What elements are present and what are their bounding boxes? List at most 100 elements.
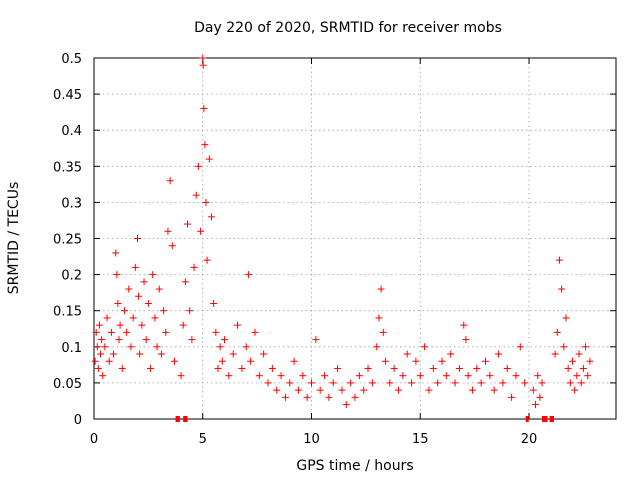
data-point [268,364,276,372]
data-point [97,350,105,358]
data-point [347,379,355,387]
data-point [460,321,468,329]
data-point [412,357,420,365]
data-point [281,393,289,401]
data-point [105,357,113,365]
y-tick-label: 0.2 [61,269,82,284]
data-point [199,54,207,62]
gap-marker [549,416,555,422]
data-point [247,357,255,365]
data-point [238,364,246,372]
data-point [234,321,242,329]
data-point [118,364,126,372]
data-point [569,357,576,365]
data-point [512,372,520,380]
y-axis-label: SRMTID / TECUs [6,182,22,295]
data-point [147,364,155,372]
data-point [120,307,128,315]
data-point [113,271,121,279]
data-point [325,393,333,401]
chart-title: Day 220 of 2020, SRMTID for receiver mob… [194,20,502,36]
data-point [536,393,544,401]
data-point [194,162,202,170]
data-point [135,292,143,300]
gap-marker [183,416,188,422]
data-point [482,357,489,365]
data-point [98,336,106,344]
data-point [251,328,259,336]
data-point [499,379,507,387]
y-tick-label: 0.5 [61,52,82,67]
data-point [584,372,592,380]
data-point [571,386,579,394]
data-point [438,357,446,365]
data-point [181,278,189,286]
x-tick-labels: 0 5 10 15 20 [90,432,537,447]
data-point [127,343,135,351]
data-point [334,364,342,372]
y-tick-label: 0.3 [61,196,82,211]
data-points [91,54,594,409]
gap-marker [175,416,180,422]
data-point [92,328,100,336]
data-point [360,386,368,394]
data-point [197,227,205,235]
data-point [468,386,476,394]
data-point [201,141,209,149]
data-point [153,343,161,351]
data-point [421,343,429,351]
data-point [168,242,176,250]
data-point [442,372,450,380]
data-point [582,343,590,351]
data-point [93,343,101,351]
data-point [255,372,263,380]
data-point [495,350,503,358]
data-point [207,213,215,221]
data-point [99,372,107,380]
data-point [192,191,200,199]
data-point [260,350,268,358]
data-point [381,357,389,365]
data-point [116,321,124,329]
data-point [273,386,281,394]
data-point [199,61,207,69]
data-point [508,393,516,401]
data-point [225,372,233,380]
data-point [558,285,566,293]
data-point [564,364,572,372]
data-point [164,227,172,235]
data-point [142,336,150,344]
data-point [205,155,213,163]
y-tick-labels: 0 0.05 0.1 0.15 0.2 0.25 0.3 0.35 0.4 0.45 0.5 [53,52,82,428]
x-tick-label: 20 [521,432,538,447]
data-point [316,386,324,394]
data-point [408,379,416,387]
data-point [95,321,103,329]
y-tick-label: 0.45 [53,88,82,103]
data-point [112,249,120,257]
data-point [321,372,329,380]
data-point [516,343,524,351]
y-tick-label: 0 [74,413,82,428]
data-point [555,256,563,264]
data-point [551,350,559,358]
data-point [577,379,585,387]
data-point [342,401,350,409]
data-point [202,198,210,206]
data-point [538,379,546,387]
data-point [144,299,152,307]
data-point [286,379,294,387]
data-point [486,372,494,380]
data-point [229,350,237,358]
data-point [160,307,168,315]
data-point [200,105,208,113]
x-tick-label: 5 [199,432,207,447]
data-point [308,379,315,387]
data-point [151,314,159,322]
data-point [138,321,146,329]
gap-marker [525,416,529,422]
data-point [425,386,433,394]
data-point [107,328,115,336]
data-point [190,263,198,271]
data-point [91,357,99,365]
